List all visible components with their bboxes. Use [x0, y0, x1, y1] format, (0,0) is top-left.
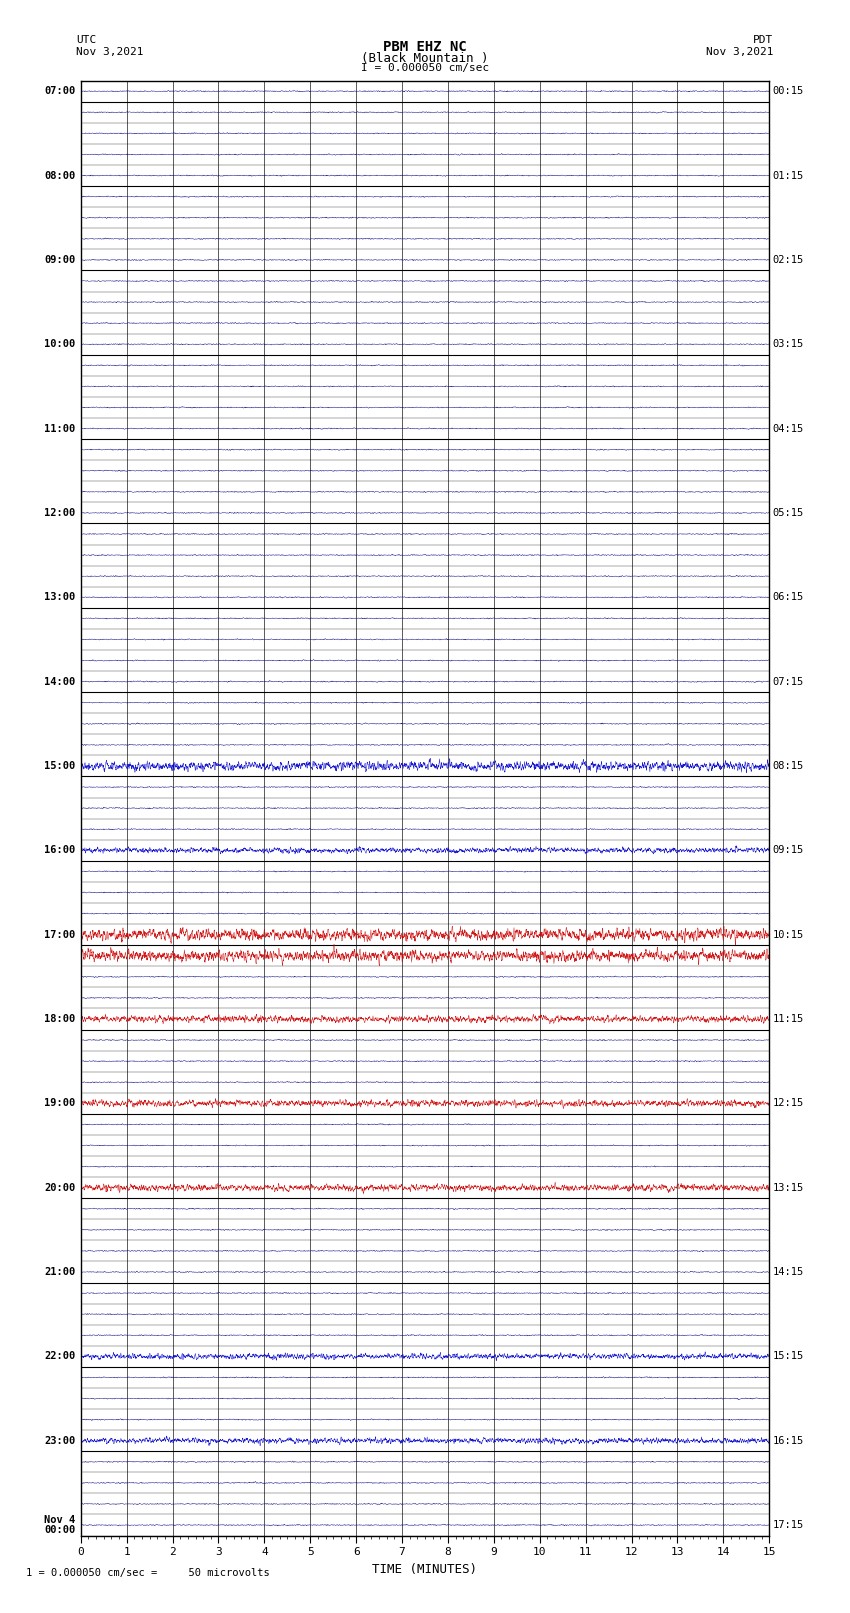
Text: 17:15: 17:15	[773, 1519, 804, 1531]
Text: 23:00: 23:00	[44, 1436, 76, 1445]
Text: Nov 3,2021: Nov 3,2021	[76, 47, 144, 56]
Text: 15:00: 15:00	[44, 761, 76, 771]
Text: 16:00: 16:00	[44, 845, 76, 855]
X-axis label: TIME (MINUTES): TIME (MINUTES)	[372, 1563, 478, 1576]
Text: 09:15: 09:15	[773, 845, 804, 855]
Text: 16:15: 16:15	[773, 1436, 804, 1445]
Text: 06:15: 06:15	[773, 592, 804, 602]
Text: 19:00: 19:00	[44, 1098, 76, 1108]
Text: 12:00: 12:00	[44, 508, 76, 518]
Text: 05:15: 05:15	[773, 508, 804, 518]
Text: 02:15: 02:15	[773, 255, 804, 265]
Text: (Black Mountain ): (Black Mountain )	[361, 52, 489, 65]
Text: Nov 4
00:00: Nov 4 00:00	[44, 1516, 76, 1534]
Text: 10:00: 10:00	[44, 339, 76, 350]
Text: 14:15: 14:15	[773, 1266, 804, 1277]
Text: 10:15: 10:15	[773, 929, 804, 940]
Text: I = 0.000050 cm/sec: I = 0.000050 cm/sec	[361, 63, 489, 73]
Text: 15:15: 15:15	[773, 1352, 804, 1361]
Text: 07:15: 07:15	[773, 676, 804, 687]
Text: 12:15: 12:15	[773, 1098, 804, 1108]
Text: PBM EHZ NC: PBM EHZ NC	[383, 40, 467, 55]
Text: 11:00: 11:00	[44, 424, 76, 434]
Text: 1 = 0.000050 cm/sec =     50 microvolts: 1 = 0.000050 cm/sec = 50 microvolts	[26, 1568, 269, 1578]
Text: 08:15: 08:15	[773, 761, 804, 771]
Text: 13:00: 13:00	[44, 592, 76, 602]
Text: 09:00: 09:00	[44, 255, 76, 265]
Text: 22:00: 22:00	[44, 1352, 76, 1361]
Text: 07:00: 07:00	[44, 85, 76, 97]
Text: 14:00: 14:00	[44, 676, 76, 687]
Text: 17:00: 17:00	[44, 929, 76, 940]
Text: 01:15: 01:15	[773, 171, 804, 181]
Text: 03:15: 03:15	[773, 339, 804, 350]
Text: 13:15: 13:15	[773, 1182, 804, 1192]
Text: 11:15: 11:15	[773, 1015, 804, 1024]
Text: 04:15: 04:15	[773, 424, 804, 434]
Text: PDT: PDT	[753, 35, 774, 45]
Text: Nov 3,2021: Nov 3,2021	[706, 47, 774, 56]
Text: 21:00: 21:00	[44, 1266, 76, 1277]
Text: 20:00: 20:00	[44, 1182, 76, 1192]
Text: 18:00: 18:00	[44, 1015, 76, 1024]
Text: UTC: UTC	[76, 35, 97, 45]
Text: 08:00: 08:00	[44, 171, 76, 181]
Text: 00:15: 00:15	[773, 85, 804, 97]
